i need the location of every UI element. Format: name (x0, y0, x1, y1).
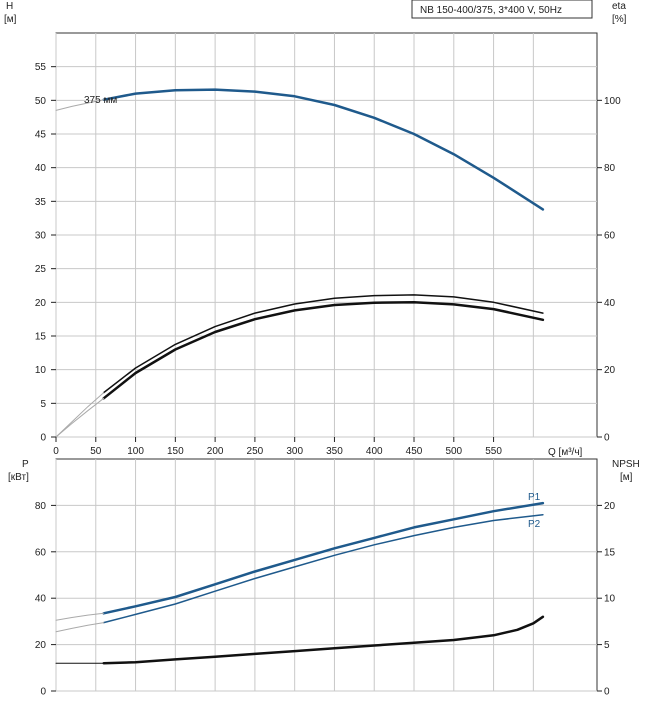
upper-grid (55, 32, 598, 438)
p-axis-label: P (22, 459, 29, 470)
q-tick-label: 350 (326, 446, 343, 457)
p2-label: P2 (528, 519, 541, 530)
upper-series-1 (55, 99, 105, 111)
title-box (411, 0, 593, 19)
eta-tick-label: 100 (604, 96, 621, 107)
lower-series-2 (55, 612, 105, 621)
h-tick-label: 45 (35, 130, 47, 141)
npsh-tick-label: 15 (604, 547, 616, 558)
impeller-diameter-label: 375 мм (84, 95, 117, 106)
h-tick-label: 25 (35, 264, 47, 275)
q-tick-label: 550 (485, 446, 502, 457)
upper-series-5 (55, 397, 105, 438)
h-tick-label: 20 (35, 298, 47, 309)
q-tick-label: 150 (167, 446, 184, 457)
eta-tick-label: 0 (604, 433, 610, 444)
h-tick-label: 55 (35, 62, 47, 73)
q-tick-label: 50 (90, 446, 102, 457)
q-tick-label: 450 (406, 446, 423, 457)
upper-series-0 (102, 88, 545, 211)
npsh-tick-label: 10 (604, 594, 616, 605)
h-axis-label: H (6, 1, 13, 12)
q-tick-label: 100 (127, 446, 144, 457)
eta-tick-label: 20 (604, 365, 616, 376)
lower-series-1 (102, 513, 544, 624)
p-tick-label: 40 (35, 594, 47, 605)
h-tick-label: 30 (35, 231, 47, 242)
upper-series (55, 88, 545, 438)
h-tick-label: 0 (40, 433, 46, 444)
q-axis-label: Q [м³/ч] (548, 447, 583, 458)
eta-tick-label: 80 (604, 163, 616, 174)
p-tick-label: 60 (35, 547, 47, 558)
h-axis-unit: [м] (4, 14, 17, 25)
q-tick-label: 0 (53, 446, 59, 457)
q-tick-label: 300 (286, 446, 303, 457)
npsh-tick-label: 0 (604, 687, 610, 698)
lower-series-4 (102, 615, 545, 665)
npsh-axis-label: NPSH (612, 459, 640, 470)
h-tick-label: 15 (35, 332, 47, 343)
p-tick-label: 80 (35, 501, 47, 512)
h-tick-label: 50 (35, 96, 47, 107)
npsh-axis-unit: [м] (620, 472, 633, 483)
q-tick-label: 500 (445, 446, 462, 457)
npsh-tick-label: 20 (604, 501, 616, 512)
p-tick-label: 0 (40, 687, 46, 698)
upper-series-4 (55, 392, 105, 438)
chart-title: NB 150-400/375, 3*400 V, 50Hz (420, 5, 562, 16)
h-tick-label: 40 (35, 163, 47, 174)
eta-axis-unit: [%] (612, 14, 627, 25)
q-tick-label: 400 (366, 446, 383, 457)
h-tick-label: 35 (35, 197, 47, 208)
h-tick-label: 10 (35, 365, 47, 376)
lower-series-0 (102, 501, 545, 615)
upper-series-2 (102, 294, 544, 394)
p-axis-unit: [кВт] (8, 472, 29, 483)
upper-series-3 (102, 301, 545, 400)
q-tick-label: 200 (207, 446, 224, 457)
npsh-tick-label: 5 (604, 640, 610, 651)
p-tick-label: 20 (35, 640, 47, 651)
p1-label: P1 (528, 492, 541, 503)
eta-axis-label: eta (612, 1, 626, 12)
lower-series (55, 501, 545, 665)
eta-tick-label: 40 (604, 298, 616, 309)
lower-grid (55, 458, 598, 692)
h-tick-label: 5 (40, 399, 46, 410)
q-tick-label: 250 (247, 446, 264, 457)
eta-tick-label: 60 (604, 231, 616, 242)
lower-series-3 (55, 622, 105, 633)
